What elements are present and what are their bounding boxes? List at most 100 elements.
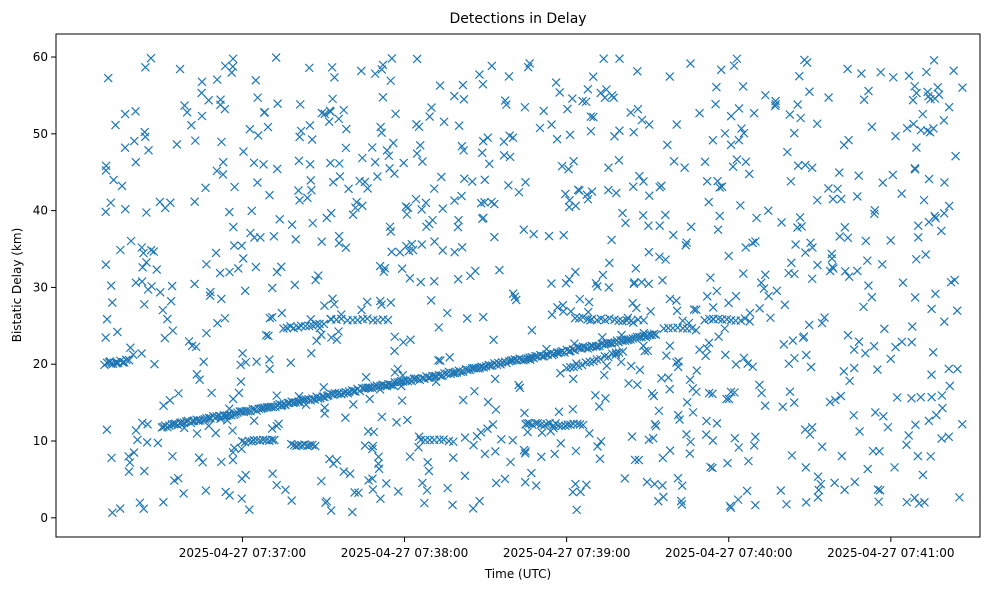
data-point (883, 422, 893, 432)
data-point (379, 267, 389, 277)
data-point (626, 108, 636, 118)
data-point (931, 213, 940, 223)
data-point (628, 182, 638, 192)
data-point (194, 453, 204, 463)
data-point (937, 434, 946, 443)
data-point (662, 140, 672, 150)
data-point (484, 159, 494, 169)
data-point (182, 107, 192, 117)
data-point (863, 464, 873, 474)
data-point (334, 231, 344, 241)
data-point (162, 314, 172, 324)
data-point (836, 194, 846, 204)
data-point (224, 404, 234, 414)
data-point (584, 429, 594, 438)
data-point (801, 497, 811, 507)
data-point (316, 476, 326, 486)
data-point (779, 340, 789, 349)
data-point (218, 157, 228, 167)
data-point (522, 418, 532, 428)
data-point (581, 97, 591, 107)
data-point (909, 119, 918, 129)
data-point (578, 420, 588, 430)
data-point (308, 218, 318, 228)
x-tick-label: 2025-04-27 07:37:00 (179, 546, 306, 560)
data-point (650, 419, 660, 429)
data-point (243, 406, 253, 416)
data-point (867, 292, 877, 302)
data-point (320, 403, 330, 413)
data-point (592, 355, 602, 364)
data-point (730, 433, 740, 443)
data-point (319, 382, 329, 392)
data-point (771, 96, 780, 106)
data-point (655, 221, 665, 231)
data-point (611, 188, 621, 198)
data-point (453, 274, 463, 284)
data-point (169, 476, 179, 486)
data-point (224, 207, 234, 217)
data-point (913, 233, 923, 242)
data-point (839, 366, 849, 376)
data-point (682, 238, 692, 248)
data-point (634, 455, 644, 465)
data-point (933, 82, 943, 92)
data-point (812, 119, 822, 129)
data-point (663, 323, 673, 333)
data-point (663, 373, 673, 382)
data-point (843, 64, 853, 74)
data-point (327, 62, 337, 72)
data-point (720, 324, 730, 333)
data-point (539, 106, 549, 116)
data-point (756, 278, 766, 288)
data-point (304, 63, 314, 73)
data-point (375, 261, 385, 271)
data-point (649, 329, 659, 339)
data-point (101, 333, 111, 343)
data-point (306, 176, 316, 185)
data-point (655, 182, 665, 192)
data-point (228, 394, 238, 404)
data-point (184, 336, 194, 346)
data-point (590, 390, 600, 400)
y-tick-label: 60 (33, 50, 48, 64)
data-point (825, 266, 835, 276)
data-point (876, 67, 886, 77)
data-point (111, 120, 120, 130)
data-point (489, 232, 499, 242)
data-point (265, 313, 275, 323)
data-point (454, 215, 463, 225)
data-point (425, 435, 435, 445)
data-point (661, 255, 671, 265)
data-point (341, 387, 351, 397)
data-point (360, 177, 370, 187)
data-point (772, 286, 782, 296)
data-point (476, 427, 486, 437)
data-point (691, 325, 701, 335)
data-point (752, 213, 761, 223)
data-point (922, 126, 932, 136)
y-tick-label: 40 (33, 204, 48, 218)
data-point (869, 341, 879, 351)
data-point (525, 355, 535, 365)
data-point (237, 474, 247, 484)
data-point (249, 158, 259, 168)
data-point (179, 423, 189, 433)
data-point (477, 214, 487, 224)
data-point (736, 316, 746, 326)
data-point (729, 61, 739, 71)
data-point (919, 195, 929, 205)
data-point (741, 242, 751, 252)
data-point (593, 341, 603, 351)
data-point (793, 100, 803, 109)
data-point (301, 321, 310, 331)
data-point (249, 416, 259, 426)
data-point (665, 72, 675, 81)
data-point (393, 486, 403, 496)
data-point (629, 127, 639, 137)
data-point (117, 181, 127, 191)
data-point (518, 355, 528, 365)
data-point (886, 354, 896, 364)
data-point (168, 326, 178, 336)
